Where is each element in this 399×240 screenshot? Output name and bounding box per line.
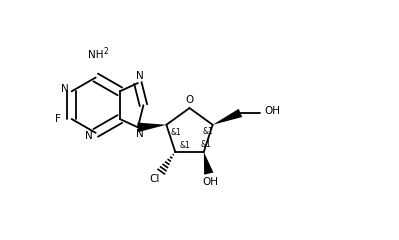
Text: &1: &1 [202, 127, 213, 136]
Text: &1: &1 [200, 140, 211, 150]
Text: NH: NH [88, 50, 103, 60]
Polygon shape [204, 152, 213, 175]
Text: F: F [55, 114, 61, 124]
Text: N: N [136, 129, 144, 139]
Text: Cl: Cl [149, 174, 160, 184]
Polygon shape [213, 109, 242, 125]
Text: 2: 2 [103, 47, 108, 56]
Text: N: N [85, 131, 93, 141]
Text: O: O [186, 95, 194, 105]
Polygon shape [137, 123, 166, 132]
Text: &1: &1 [180, 141, 191, 150]
Text: N: N [136, 71, 144, 81]
Text: OH: OH [203, 176, 219, 186]
Text: OH: OH [264, 106, 280, 116]
Text: &1: &1 [171, 128, 182, 137]
Text: N: N [61, 84, 69, 94]
